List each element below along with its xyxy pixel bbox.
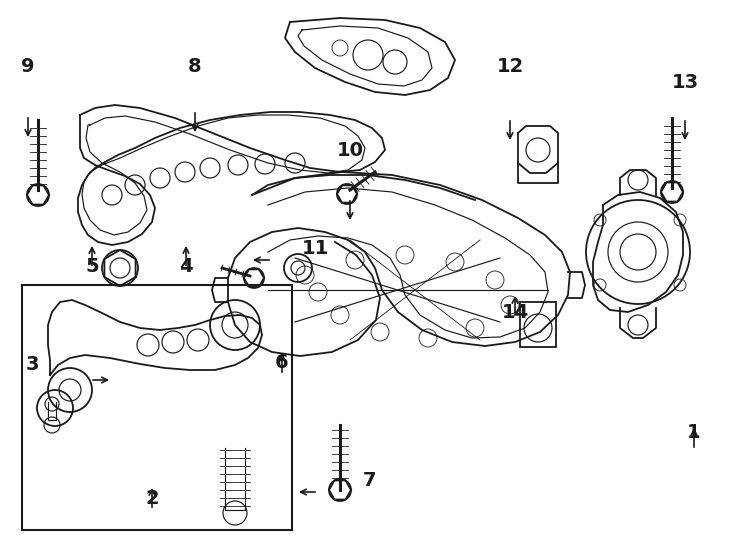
Text: 5: 5 [85, 256, 99, 275]
Text: 8: 8 [188, 57, 202, 77]
Text: 10: 10 [336, 140, 363, 159]
Text: 3: 3 [25, 355, 39, 375]
Text: 13: 13 [672, 72, 699, 91]
Text: 9: 9 [21, 57, 34, 77]
Text: 4: 4 [179, 256, 193, 275]
Text: 6: 6 [275, 354, 288, 373]
Text: 1: 1 [687, 423, 701, 442]
Text: 12: 12 [496, 57, 523, 77]
Text: 11: 11 [302, 239, 329, 258]
Text: 2: 2 [145, 489, 159, 508]
Bar [22, 285, 292, 530]
Text: 7: 7 [363, 470, 377, 489]
Bar [520, 302, 556, 347]
Text: 14: 14 [501, 303, 528, 322]
